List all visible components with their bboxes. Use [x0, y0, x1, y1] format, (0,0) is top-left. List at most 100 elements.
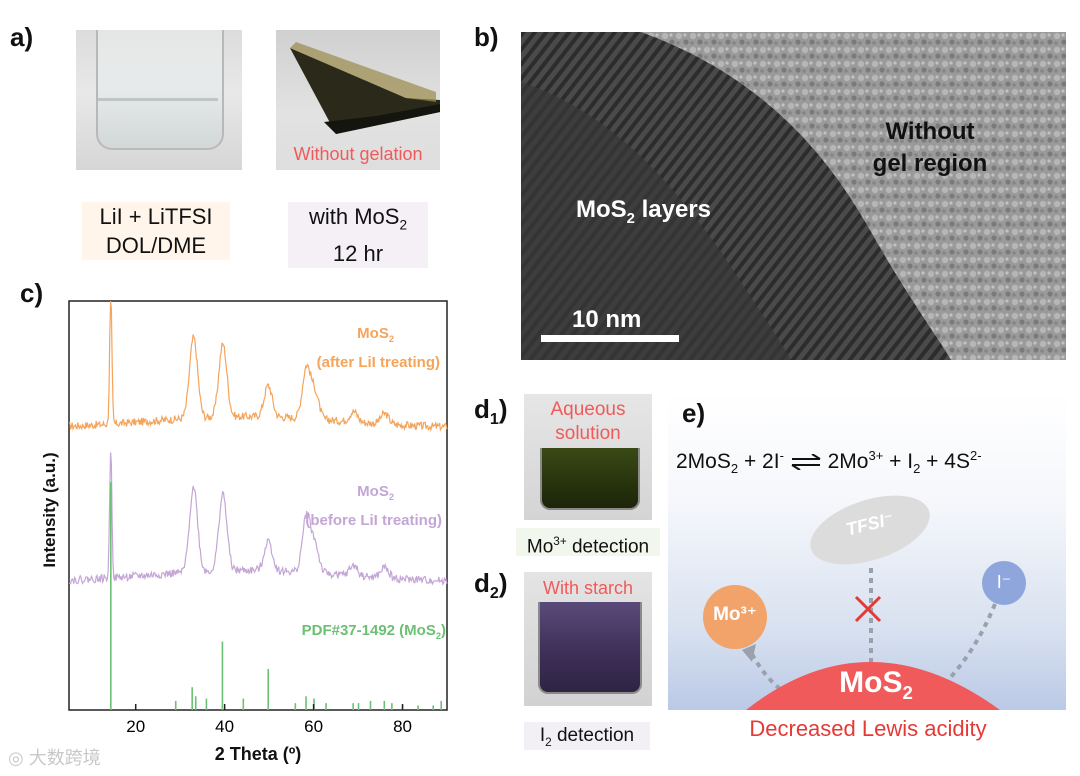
mechanism-panel-background — [668, 392, 1066, 710]
caption-subscript: 2 — [545, 735, 552, 749]
overlay-line: Aqueous — [550, 399, 626, 420]
mos2-dome-label: MoS2 — [796, 666, 956, 704]
layers-text: layers — [634, 196, 712, 223]
mo3-arrowhead — [742, 644, 756, 662]
mos2-text: MoS — [839, 666, 903, 699]
legend-before-treating: MoS2 (before LiI treating) — [250, 480, 450, 533]
layers-subscript: 2 — [626, 210, 635, 227]
eq-subscript: 2 — [730, 461, 739, 477]
mo3-ion-label: Mo³⁺ — [713, 604, 757, 625]
vial-tilted-caption: with MoS2 12 hr — [288, 202, 428, 269]
vial-clear-caption: LiI + LiTFSI DOL/DME — [82, 202, 230, 260]
i2-detection-caption: I2 detection — [524, 722, 650, 750]
reaction-equation: 2MoS2 + 2I- 2Mo3+ + I2 + 4S2- — [676, 448, 1066, 476]
label-text: ) — [498, 394, 508, 424]
decreased-lewis-acidity-caption: Decreased Lewis acidity — [749, 716, 987, 741]
watermark-logo-icon: ◎ — [8, 748, 24, 768]
label-text: d — [474, 394, 490, 424]
label-text: d — [474, 568, 490, 598]
caption-line: with MoS2 — [288, 202, 428, 239]
xrd-chart: 20 40 60 80 — [68, 300, 448, 736]
label-subscript: 1 — [489, 410, 499, 429]
watermark: ◎ 大数跨境 — [8, 744, 101, 770]
aqueous-solution-label: Aqueous solution — [524, 398, 652, 446]
starch-solution-photo — [524, 572, 652, 706]
legend-line: MoS2 — [250, 480, 450, 509]
panel-d1-label: d1) — [474, 394, 508, 429]
vial-tilted-photo — [276, 30, 440, 170]
cross-mark — [854, 595, 882, 623]
panel-e-label: e) — [682, 398, 706, 428]
mo3-detection-caption: Mo3+ detection — [516, 528, 660, 558]
mos2-subscript: 2 — [902, 682, 913, 703]
panel-b-label: b) — [474, 22, 499, 52]
mos2-dome — [746, 662, 1000, 710]
eq-superscript: 2- — [969, 448, 982, 463]
caption-text: detection — [551, 725, 635, 746]
xrd-pattern-line — [68, 300, 448, 433]
eq-superscript: - — [779, 448, 784, 463]
vial-clear-photo — [76, 30, 242, 170]
legend-text: MoS — [357, 325, 389, 342]
caption-text: I — [539, 725, 546, 746]
watermark-text: 大数跨境 — [28, 748, 101, 768]
caption-line: DOL/DME — [105, 233, 207, 258]
aqueous-solution-photo — [524, 394, 652, 520]
mos2-layers-label: MoS2 layers — [576, 196, 711, 227]
tfsi-ellipse — [810, 495, 930, 565]
legend-text: MoS — [357, 483, 389, 500]
legend-text: ) — [441, 622, 446, 639]
x-tick-label: 60 — [304, 717, 323, 736]
eq-term: + 2I — [738, 450, 780, 473]
mo3-path — [750, 653, 797, 702]
panel-a-label: a) — [10, 22, 34, 52]
eq-term: 2MoS — [676, 450, 731, 473]
eq-term: + I — [883, 450, 914, 473]
legend-line: (before LiI treating) — [305, 512, 442, 529]
label-text: ) — [498, 568, 508, 598]
iodide-circle — [982, 561, 1026, 605]
without-gelation-label: Without gelation — [293, 144, 423, 164]
legend-subscript: 2 — [435, 631, 441, 641]
x-axis-label: 2 Theta (º) — [214, 744, 302, 764]
x-tick-label: 40 — [215, 717, 234, 736]
legend-subscript: 2 — [388, 492, 394, 502]
iodide-path — [946, 603, 997, 682]
legend-after-treating: MoS2 (after LiI treating) — [250, 322, 450, 375]
eq-term: + 4S — [920, 450, 970, 473]
legend-subscript: 2 — [388, 334, 394, 344]
x-tick-label: 80 — [393, 717, 412, 736]
caption-text: detection — [566, 536, 650, 558]
overlay-line: solution — [555, 423, 621, 444]
region-line: gel region — [872, 150, 988, 177]
caption-text: Mo — [526, 536, 554, 558]
tem-drawing — [521, 32, 1066, 360]
without-gel-region-label: Without gel region — [850, 116, 1010, 180]
legend-text: PDF#37-1492 (MoS — [301, 622, 436, 639]
y-axis-label: Intensity (a.u.) — [40, 452, 59, 568]
scale-bar-label: 10 nm — [572, 306, 642, 333]
caption-subscript: 2 — [399, 217, 408, 233]
region-line: Without — [885, 118, 975, 145]
iodide-ion-label: I⁻ — [996, 572, 1012, 592]
eq-subscript: 2 — [913, 461, 921, 477]
panel-c-label: c) — [20, 278, 44, 308]
legend-line: (after LiI treating) — [316, 354, 440, 371]
caption-text: with MoS — [308, 204, 400, 229]
legend-line: MoS2 — [250, 322, 450, 351]
layers-text: MoS — [576, 196, 627, 223]
caption-line: LiI + LiTFSI — [99, 204, 213, 229]
caption-superscript: 3+ — [553, 535, 567, 548]
legend-pdf-reference: PDF#37-1492 (MoS2) — [250, 622, 446, 641]
eq-superscript: 3+ — [868, 448, 884, 463]
panel-d2-label: d2) — [474, 568, 508, 603]
eq-term: 2Mo — [827, 450, 869, 473]
tem-image — [521, 32, 1066, 360]
plot-frame — [68, 300, 448, 711]
label-subscript: 2 — [489, 584, 499, 603]
with-starch-label: With starch — [542, 578, 634, 598]
mechanism-drawing — [703, 495, 1026, 710]
caption-line: 12 hr — [332, 241, 384, 267]
xrd-pattern-line — [68, 452, 448, 586]
mo3-circle — [703, 585, 767, 649]
